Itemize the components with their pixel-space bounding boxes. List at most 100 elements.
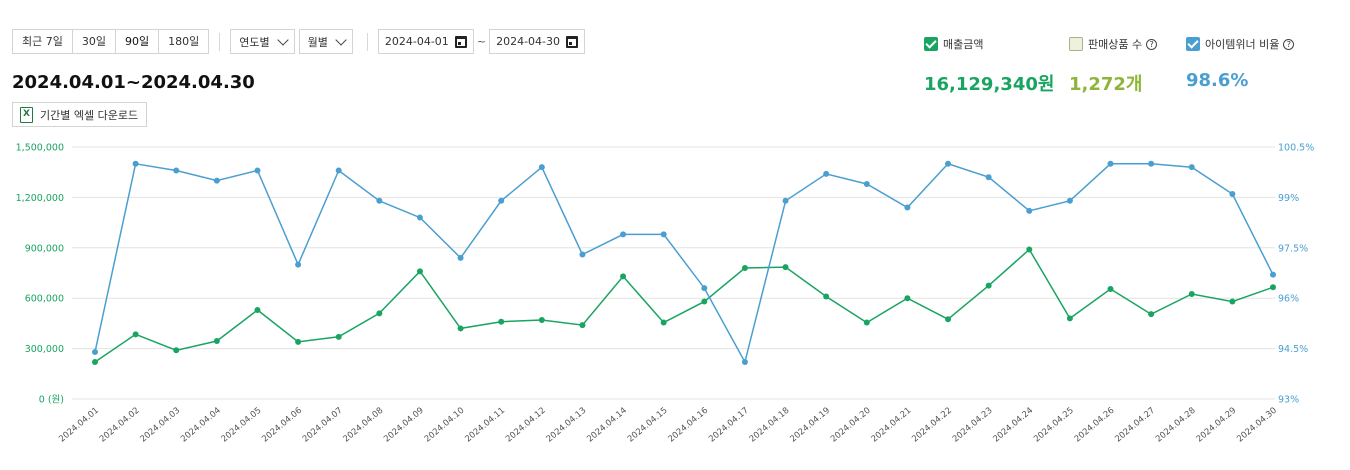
year-select-label: 연도별 xyxy=(239,35,270,49)
winner-rate-series-point xyxy=(498,197,505,204)
winner-rate-series-point xyxy=(132,160,139,167)
sales-series-point xyxy=(701,298,708,305)
period-7d-button[interactable]: 최근 7일 xyxy=(13,30,73,53)
winner-rate-series-point xyxy=(538,164,545,171)
sales-series-point xyxy=(92,359,98,366)
x-axis-tick-label: 2024.04.26 xyxy=(1073,406,1117,445)
winner-rate-series-point xyxy=(335,167,342,174)
winner-rate-series-point xyxy=(376,197,383,204)
x-axis-tick-label: 2024.04.06 xyxy=(260,406,304,445)
sales-series-point xyxy=(213,338,220,345)
winner-rate-series-point xyxy=(213,177,220,184)
x-axis-tick-label: 2024.04.05 xyxy=(220,406,264,445)
x-axis-tick-label: 2024.04.07 xyxy=(301,406,345,445)
winner-rate-series-point xyxy=(579,251,586,258)
winner-rate-series-point xyxy=(1066,197,1073,204)
sales-series-point xyxy=(1148,311,1155,318)
x-axis-tick-label: 2024.04.02 xyxy=(98,406,142,445)
winner-rate-series-point xyxy=(782,197,789,204)
x-axis-tick-label: 2024.04.15 xyxy=(626,406,670,445)
sales-series-point xyxy=(823,293,830,300)
winner-rate-series-point xyxy=(1026,207,1033,214)
x-axis-tick-label: 2024.04.09 xyxy=(382,406,426,445)
x-axis-tick-label: 2024.04.28 xyxy=(1154,406,1198,445)
month-select[interactable]: 월별 xyxy=(298,29,353,54)
winner-rate-series-point xyxy=(660,231,667,238)
sales-series-point xyxy=(1188,291,1195,297)
sales-series-point xyxy=(1107,285,1114,292)
winner-rate-series-point xyxy=(416,214,423,221)
excel-download-label: 기간별 엑셀 다운로드 xyxy=(40,108,139,122)
sales-series-point xyxy=(904,295,911,302)
sales-series-point xyxy=(741,264,748,271)
x-axis-tick-label: 2024.04.03 xyxy=(138,406,182,445)
winner-rate-series-point xyxy=(254,167,261,174)
start-date-input[interactable]: 2024-04-01 xyxy=(377,29,474,54)
x-axis-tick-label: 2024.04.19 xyxy=(788,406,832,445)
winner-rate-series-point xyxy=(701,285,708,292)
x-axis-tick-label: 2024.04.04 xyxy=(179,406,223,445)
chevron-down-icon xyxy=(335,33,347,46)
x-axis-tick-label: 2024.04.21 xyxy=(870,406,914,445)
winner-rate-series-point xyxy=(1270,271,1276,278)
winner-rate-series-point xyxy=(985,174,992,181)
left-axis-tick-label: 300,000 xyxy=(25,344,64,355)
right-axis-tick-label: 93% xyxy=(1278,395,1299,406)
x-axis-tick-label: 2024.04.27 xyxy=(1113,406,1157,445)
left-axis-tick-label: 600,000 xyxy=(25,294,64,305)
metric-sales: 매출금액 16,129,340원 xyxy=(924,36,1054,96)
x-axis-tick-label: 2024.04.12 xyxy=(504,406,548,445)
winner-rate-series-point xyxy=(1188,164,1195,171)
period-90d-button[interactable]: 90일 xyxy=(115,30,160,53)
period-30d-button[interactable]: 30일 xyxy=(72,30,116,53)
sales-series-point xyxy=(498,318,505,325)
right-axis-tick-label: 94.5% xyxy=(1278,344,1308,355)
winner-rate-series-point xyxy=(945,160,952,167)
help-icon[interactable]: ? xyxy=(1146,38,1158,50)
x-axis-tick-label: 2024.04.17 xyxy=(707,406,751,445)
winner-rate-series-line xyxy=(94,162,1274,365)
sales-label: 매출금액 xyxy=(943,38,984,51)
x-axis-tick-label: 2024.04.18 xyxy=(748,406,792,445)
sales-checkbox[interactable] xyxy=(924,37,938,51)
left-axis-tick-label: 1,200,000 xyxy=(16,193,64,204)
sales-series-point xyxy=(173,347,180,354)
winner-rate-series-point xyxy=(741,359,748,366)
calendar-icon[interactable] xyxy=(566,35,579,48)
x-axis-tick-label: 2024.04.01 xyxy=(57,406,101,445)
x-axis-tick-label: 2024.04.10 xyxy=(423,406,467,445)
metric-items: 판매상품 수 ? 1,272개 xyxy=(1069,36,1158,96)
winner-rate-series-point xyxy=(1107,160,1114,167)
x-axis-tick-label: 2024.04.14 xyxy=(585,406,629,445)
year-select[interactable]: 연도별 xyxy=(230,29,295,54)
period-180d-button[interactable]: 180일 xyxy=(159,30,209,53)
period-selector: 최근 7일 30일 90일 180일 xyxy=(12,29,210,54)
right-axis-tick-label: 99% xyxy=(1278,193,1299,204)
items-checkbox[interactable] xyxy=(1069,37,1083,51)
winner-rate-series-point xyxy=(457,254,464,261)
calendar-icon[interactable] xyxy=(454,35,467,48)
month-select-label: 월별 xyxy=(307,35,328,49)
divider xyxy=(219,32,221,51)
x-axis-tick-label: 2024.04.16 xyxy=(667,406,711,445)
items-value: 1,272개 xyxy=(1069,74,1143,95)
x-axis-tick-label: 2024.04.24 xyxy=(991,406,1035,445)
start-date-value: 2024-04-01 xyxy=(384,35,449,48)
sales-series-point xyxy=(660,319,667,326)
sales-chart: 0 (원) 93% 300,000 94.5% 600,000 96% 900,000 97.… xyxy=(16,143,1315,445)
page-title: 2024.04.01~2024.04.30 xyxy=(12,72,255,93)
sales-series-point xyxy=(985,282,992,289)
sales-value: 16,129,340원 xyxy=(924,74,1055,95)
help-icon[interactable]: ? xyxy=(1283,38,1295,50)
winner-rate-series-point xyxy=(620,231,627,238)
x-axis-tick-label: 2024.04.23 xyxy=(951,406,995,445)
x-axis-tick-label: 2024.04.30 xyxy=(1235,406,1279,445)
date-range-separator: ~ xyxy=(476,35,487,48)
sales-series-point xyxy=(295,338,302,345)
winner-rate-series-point xyxy=(92,348,98,355)
excel-download-button[interactable]: X 기간별 엑셀 다운로드 xyxy=(12,102,148,127)
sales-series-point xyxy=(254,306,261,313)
end-date-input[interactable]: 2024-04-30 xyxy=(489,29,586,54)
winner-checkbox[interactable] xyxy=(1186,37,1200,51)
sales-series-point xyxy=(620,273,627,280)
